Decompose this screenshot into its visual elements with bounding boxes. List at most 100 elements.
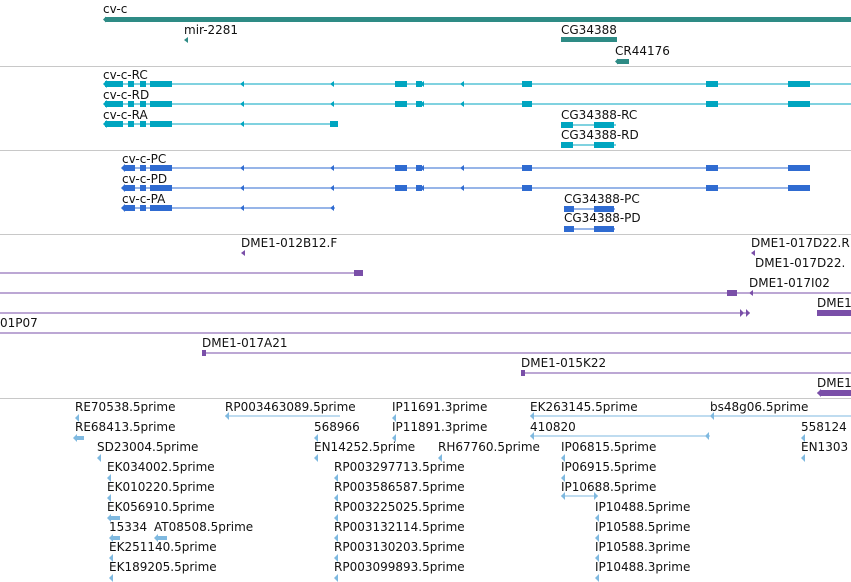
- est-RP003463089-arrow[interactable]: [225, 412, 229, 420]
- clone-label-DME1[interactable]: DME1: [817, 296, 851, 310]
- clone-label-DME1-017I02[interactable]: DME1-017I02: [749, 276, 830, 290]
- est-410820-label[interactable]: 410820: [530, 420, 576, 434]
- clone-end[interactable]: [521, 370, 525, 376]
- est-EK010220[interactable]: [107, 494, 111, 502]
- transcript-cv-c-RD-exon[interactable]: [150, 101, 172, 107]
- est-RP003297713-label[interactable]: RP003297713.5prime: [334, 460, 465, 474]
- est-EN14252-label[interactable]: EN14252.5prime: [314, 440, 416, 454]
- clone-end-DME1-017D22.R[interactable]: [751, 250, 755, 256]
- est-EK189205-label[interactable]: EK189205.5prime: [109, 560, 217, 574]
- est-558124-label[interactable]: 558124: [801, 420, 847, 434]
- transcript-cv-c-RA-strand-arrow[interactable]: [103, 120, 107, 128]
- protein-cv-c-PD-strand-tick[interactable]: [460, 185, 464, 191]
- est-EN14252[interactable]: [314, 454, 318, 462]
- protein-cv-c-PC-exon[interactable]: [416, 165, 422, 171]
- transcript-cv-c-RA-strand-tick[interactable]: [140, 121, 144, 127]
- est-RH67760[interactable]: [438, 454, 442, 462]
- protein-cv-c-PA-strand-tick[interactable]: [165, 205, 169, 211]
- est-bs48g06-arrow[interactable]: [710, 412, 714, 420]
- transcript-cv-c-RC-exon[interactable]: [395, 81, 407, 87]
- protein-label-CG34388-PD[interactable]: CG34388-PD: [564, 211, 641, 225]
- protein-cv-c-PD-exon[interactable]: [416, 185, 422, 191]
- protein-cv-c-PD-strand-arrow[interactable]: [121, 184, 125, 192]
- transcript-cv-c-RC-strand-tick[interactable]: [330, 81, 334, 87]
- transcript-CG34388-RD-exon[interactable]: [561, 142, 573, 148]
- gene-label-CR44176[interactable]: CR44176: [615, 44, 670, 58]
- est-RP003225025[interactable]: [334, 514, 338, 522]
- est-RH67760-label[interactable]: RH67760.5prime: [438, 440, 540, 454]
- transcript-cv-c-RC-strand-tick[interactable]: [460, 81, 464, 87]
- protein-cv-c-PC-exon[interactable]: [522, 165, 532, 171]
- est-EK263145-arrow[interactable]: [530, 412, 534, 420]
- est-IP06915-label[interactable]: IP06915.5prime: [561, 460, 657, 474]
- est-IP06815[interactable]: [561, 454, 565, 462]
- transcript-cv-c-RD-strand-tick[interactable]: [140, 101, 144, 107]
- gene-strand-arrow[interactable]: [103, 16, 106, 23]
- protein-cv-c-PD-strand-tick[interactable]: [330, 185, 334, 191]
- protein-label-cv-c-PD[interactable]: cv-c-PD: [122, 172, 168, 186]
- transcript-cv-c-RC-exon[interactable]: [416, 81, 422, 87]
- est-RP003586587[interactable]: [334, 494, 338, 502]
- est-IP10588-5-label[interactable]: IP10588.5prime: [595, 520, 691, 534]
- transcript-cv-c-RC-exon[interactable]: [105, 81, 123, 87]
- clone-end-DME1-012B12.F[interactable]: [241, 250, 245, 256]
- est-EN1303-label[interactable]: EN1303: [801, 440, 849, 454]
- est-RE68413-block[interactable]: [76, 436, 84, 440]
- est-RE70538[interactable]: [75, 414, 79, 422]
- est-410820-arrow[interactable]: [530, 432, 534, 440]
- est-EK251140[interactable]: [109, 554, 113, 562]
- transcript-cv-c-RC-exon[interactable]: [522, 81, 532, 87]
- est-RE68413-label[interactable]: RE68413.5prime: [75, 420, 176, 434]
- protein-cv-c-PC-exon[interactable]: [150, 165, 172, 171]
- clone-end[interactable]: [202, 350, 206, 356]
- clone-label-DME1-012B12.F[interactable]: DME1-012B12.F: [241, 236, 338, 250]
- est-IP10588-3[interactable]: [595, 554, 599, 562]
- transcript-cv-c-RD-strand-tick[interactable]: [165, 101, 169, 107]
- protein-cv-c-PA-exon[interactable]: [125, 205, 135, 211]
- transcript-cv-c-RC-strand-tick[interactable]: [240, 81, 244, 87]
- est-RP003225025-label[interactable]: RP003225025.5prime: [334, 500, 465, 514]
- est-IP10588-3-label[interactable]: IP10588.3prime: [595, 540, 691, 554]
- clone-label-DME1-015K22[interactable]: DME1-015K22: [521, 356, 607, 370]
- est-EK251140-label[interactable]: EK251140.5prime: [109, 540, 217, 554]
- transcript-cv-c-RC-exon[interactable]: [128, 81, 134, 87]
- transcript-label-CG34388-RC[interactable]: CG34388-RC: [561, 108, 638, 122]
- est-15334-label[interactable]: 15334: [109, 520, 148, 534]
- est-IP10688-label[interactable]: IP10688.5prime: [561, 480, 657, 494]
- clone-label-DME1-017D22[interactable]: DME1-017D22.: [755, 256, 846, 270]
- est-RP003130203[interactable]: [334, 554, 338, 562]
- transcript-cv-c-RA-exon[interactable]: [128, 121, 134, 127]
- transcript-cv-c-RA-strand-tick[interactable]: [240, 121, 244, 127]
- gene-glyph-cv-c[interactable]: [105, 17, 851, 22]
- transcript-cv-c-RA-strand-tick[interactable]: [330, 121, 334, 127]
- gene-strand-arrow[interactable]: [615, 58, 618, 65]
- protein-CG34388-PC-exon[interactable]: [564, 206, 574, 212]
- protein-cv-c-PD-exon[interactable]: [522, 185, 532, 191]
- transcript-cv-c-RD-exon[interactable]: [128, 101, 134, 107]
- transcript-cv-c-RD-strand-tick[interactable]: [395, 101, 399, 107]
- est-IP06915[interactable]: [561, 474, 565, 482]
- est-RP003130203-label[interactable]: RP003130203.5prime: [334, 540, 465, 554]
- transcript-cv-c-RC-strand-tick[interactable]: [165, 81, 169, 87]
- est-IP11891-label[interactable]: IP11891.3prime: [392, 420, 488, 434]
- transcript-label-cv-c-RA[interactable]: cv-c-RA: [103, 108, 148, 122]
- transcript-cv-c-RD-exon[interactable]: [395, 101, 407, 107]
- est-568966[interactable]: [314, 434, 318, 442]
- est-410820-arrow[interactable]: [705, 432, 709, 440]
- est-RE70538-label[interactable]: RE70538.5prime: [75, 400, 176, 414]
- est-EK034002-label[interactable]: EK034002.5prime: [107, 460, 215, 474]
- est-EK010220-label[interactable]: EK010220.5prime: [107, 480, 215, 494]
- transcript-cv-c-RC-exon[interactable]: [706, 81, 718, 87]
- transcript-cv-c-RD-exon[interactable]: [788, 101, 810, 107]
- clone-end[interactable]: [817, 310, 851, 316]
- protein-label-cv-c-PC[interactable]: cv-c-PC: [122, 152, 167, 166]
- est-bs48g06-label[interactable]: bs48g06.5prime: [710, 400, 809, 414]
- est-IP11891[interactable]: [392, 434, 396, 442]
- est-RP003132114[interactable]: [334, 534, 338, 542]
- transcript-label-CG34388-RD[interactable]: CG34388-RD: [561, 128, 639, 142]
- est-RP003132114-label[interactable]: RP003132114.5prime: [334, 520, 465, 534]
- est-IP06815-label[interactable]: IP06815.5prime: [561, 440, 657, 454]
- protein-cv-c-PD-exon[interactable]: [125, 185, 135, 191]
- est-SD23004[interactable]: [97, 454, 101, 462]
- transcript-cv-c-RC-exon[interactable]: [150, 81, 172, 87]
